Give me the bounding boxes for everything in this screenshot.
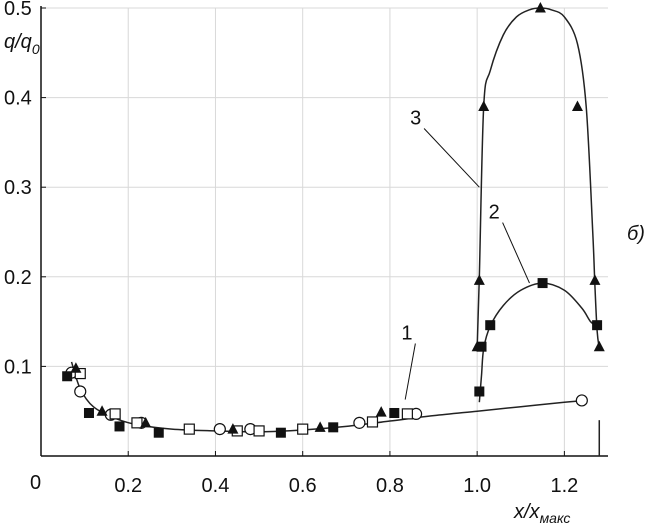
filled-squares-point-10 <box>537 278 548 289</box>
y-tick-label-1: 0.2 <box>4 267 32 289</box>
open-squares-point-5 <box>253 425 265 437</box>
filled-triangles-point-9 <box>534 2 546 13</box>
filled-triangles-point-4 <box>314 421 326 432</box>
filled-squares-point-5 <box>328 422 339 433</box>
y-tick-label-2: 0.3 <box>4 177 32 199</box>
open-squares-point-0 <box>74 367 86 380</box>
curve-label-curve1: 1 <box>401 323 412 345</box>
open-circles-point-1 <box>74 385 87 398</box>
curve-labels: 1 2 3 <box>401 107 530 400</box>
x-tick-label-0: 0.2 <box>114 475 142 497</box>
filled-triangles-point-6 <box>471 340 483 352</box>
curves <box>70 7 601 456</box>
tick-labels: 0.2 0.4 0.6 0.8 1.0 1.2 0.1 0.2 0.3 0.4 0.5 <box>4 0 578 497</box>
open-squares-point-3 <box>183 423 195 435</box>
curve-curve1 <box>70 361 587 433</box>
grid <box>41 7 608 456</box>
axes <box>40 6 608 457</box>
filled-triangles-point-10 <box>571 100 583 112</box>
filled-squares-point-3 <box>153 427 164 438</box>
y-axis-title-main: q/q <box>4 31 32 53</box>
x-tick-label-3: 0.8 <box>376 475 404 497</box>
y-tick-label-0: 0.1 <box>4 356 32 378</box>
curve-label-leader-curve1 <box>404 343 416 400</box>
open-squares-point-7 <box>366 416 379 428</box>
filled-triangles-point-7 <box>473 274 485 285</box>
filled-squares-point-9 <box>485 320 496 331</box>
y-axis-title: q/q0 <box>4 31 40 57</box>
filled-squares-point-1 <box>83 407 94 418</box>
y-axis-title-sub: 0 <box>32 41 40 57</box>
curve-label-leader-curve3 <box>423 128 480 188</box>
x-tick-label-2: 0.6 <box>289 475 317 497</box>
filled-triangles-point-2 <box>140 416 152 428</box>
curve-label-curve2: 2 <box>489 202 500 224</box>
curve-curve3 <box>476 7 601 349</box>
filled-triangles-point-11 <box>589 274 601 285</box>
open-circles-point-8 <box>575 394 588 407</box>
x-axis-title-sub: макс <box>540 510 571 526</box>
x-tick-label-1: 0.4 <box>202 475 230 497</box>
open-squares-point-8 <box>401 408 413 420</box>
open-circles-point-6 <box>353 416 366 429</box>
open-squares-point-2 <box>131 417 143 429</box>
x-tick-label-5: 1.2 <box>550 475 578 497</box>
panel-label: б) <box>627 223 645 245</box>
filled-triangles-point-12 <box>593 340 605 352</box>
curve-label-leader-curve2 <box>502 222 530 284</box>
filled-squares-point-7 <box>474 386 485 397</box>
origin-label: 0 <box>30 472 41 494</box>
filled-squares-point-2 <box>114 421 125 432</box>
x-axis-title: x/xмакс <box>513 501 570 526</box>
filled-squares-point-6 <box>389 407 400 418</box>
filled-triangles-point-8 <box>478 100 490 112</box>
y-tick-label-4: 0.5 <box>4 0 32 20</box>
x-tick-label-4: 1.0 <box>463 475 491 497</box>
filled-squares-point-8 <box>476 341 487 352</box>
curve-curve2 <box>478 282 598 403</box>
markers <box>62 2 605 438</box>
x-axis-title-main: x/x <box>513 501 541 523</box>
filled-triangles-point-3 <box>227 423 239 434</box>
filled-squares-point-4 <box>275 427 286 438</box>
filled-squares-point-11 <box>592 320 603 331</box>
open-squares-point-6 <box>297 423 309 435</box>
filled-triangles-point-0 <box>70 362 82 373</box>
y-tick-label-3: 0.4 <box>4 88 32 110</box>
filled-squares-point-0 <box>62 371 73 382</box>
open-squares-point-1 <box>109 408 121 420</box>
filled-triangles-point-5 <box>375 406 387 417</box>
filled-triangles-point-1 <box>96 405 108 416</box>
curve-label-curve3: 3 <box>410 107 421 129</box>
open-circles-point-4 <box>213 423 226 436</box>
